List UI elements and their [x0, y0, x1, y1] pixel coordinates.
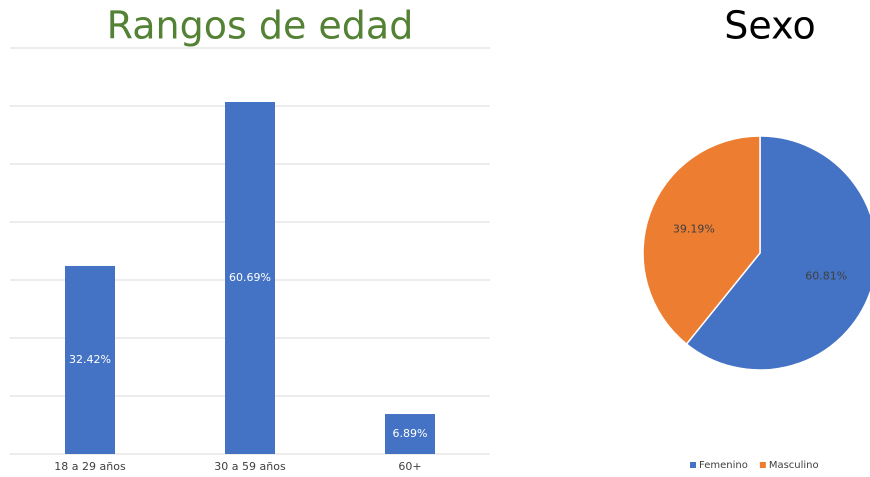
data-label: 32.42% [69, 353, 111, 366]
legend-swatch [690, 462, 696, 468]
x-tick-label: 30 a 59 años [214, 460, 286, 473]
data-label: 39.19% [673, 223, 715, 236]
x-tick-label: 60+ [398, 460, 421, 473]
bar-title: Rangos de edad [107, 4, 414, 48]
bar [65, 265, 115, 454]
data-label: 6.89% [393, 427, 428, 440]
data-label: 60.81% [805, 269, 847, 282]
legend-swatch [759, 462, 766, 468]
legend-label: Masculino [769, 460, 819, 471]
legend-label: Femenino [699, 460, 748, 471]
pie-slice [642, 135, 761, 346]
bar [385, 414, 435, 454]
bar [225, 101, 275, 455]
pie-title: Sexo [724, 4, 815, 48]
x-tick-label: 18 a 29 años [54, 460, 126, 473]
data-label: 60.69% [229, 271, 271, 284]
pie-slice [685, 135, 870, 371]
